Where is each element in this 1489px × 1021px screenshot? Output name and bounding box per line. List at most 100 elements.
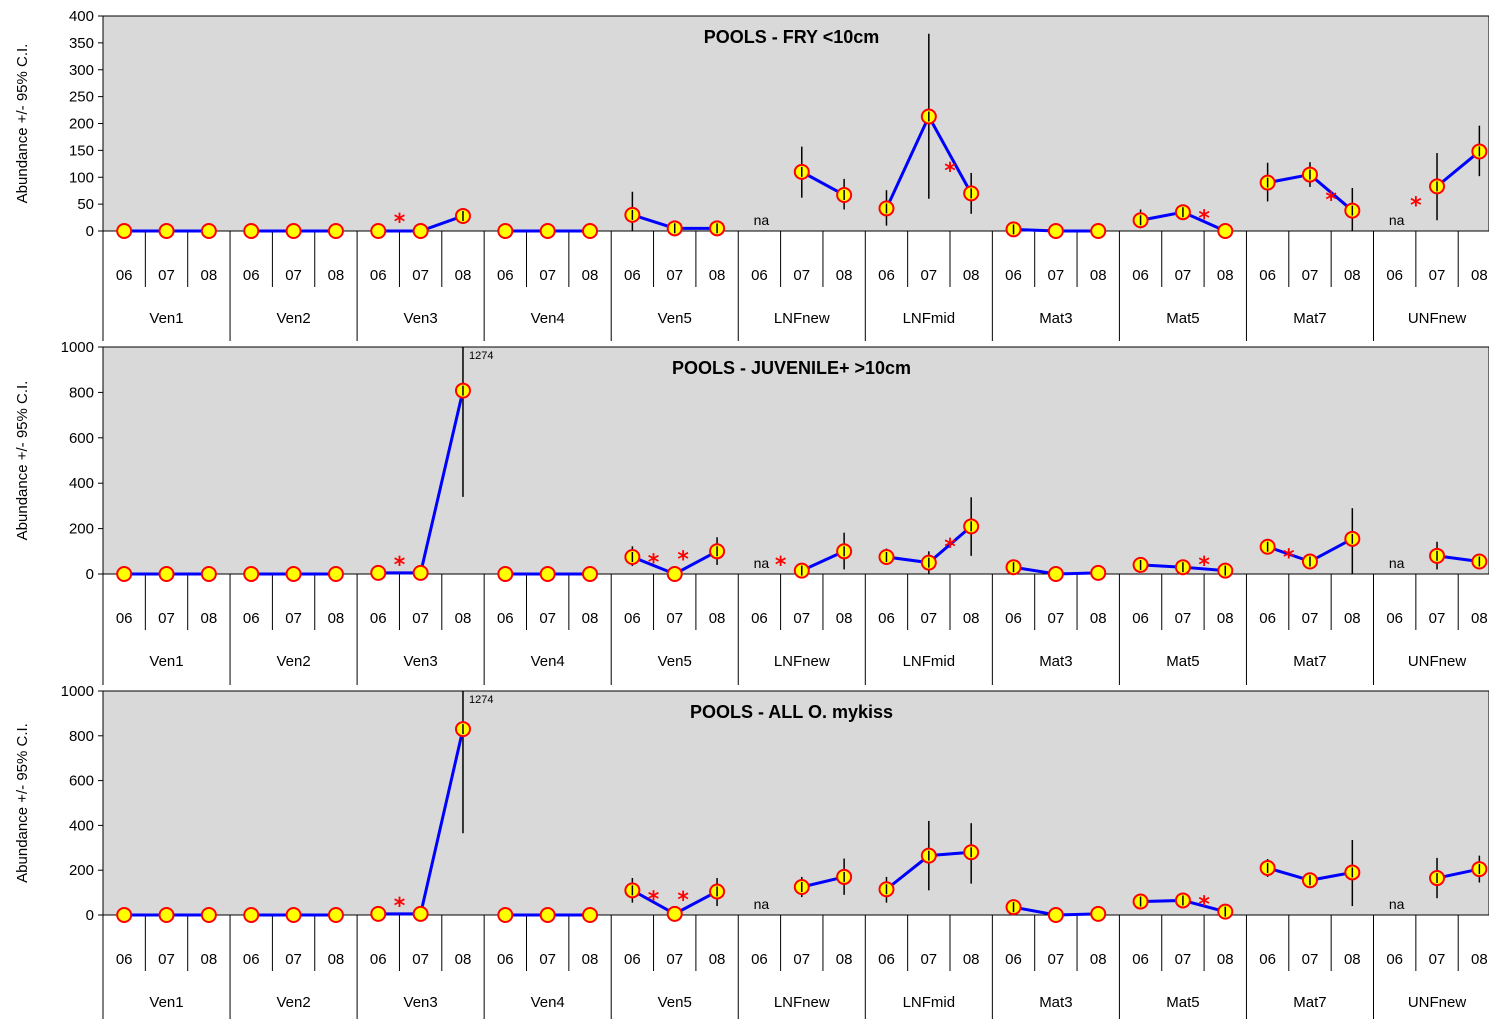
y-axis-label: Abundance +/- 95% C.I. [14, 381, 31, 541]
year-label: 08 [836, 610, 853, 627]
y-tick-label: 150 [69, 142, 94, 159]
year-label: 07 [158, 951, 175, 968]
site-label: Ven5 [658, 653, 692, 670]
y-tick-label: 600 [69, 430, 94, 447]
site-label: Ven5 [658, 310, 692, 327]
site-label: LNFmid [903, 653, 956, 670]
data-point [285, 223, 302, 239]
significance-star: * [394, 553, 406, 578]
significance-star: * [1198, 553, 1210, 578]
year-label: 06 [243, 610, 260, 627]
significance-star: * [1198, 893, 1210, 918]
data-point [666, 905, 683, 922]
data-point [497, 223, 514, 239]
site-label: Ven1 [149, 310, 183, 327]
na-label: na [754, 212, 770, 228]
data-point [412, 564, 429, 581]
year-label: 07 [1429, 610, 1446, 627]
y-tick-label: 350 [69, 35, 94, 52]
site-label: Ven4 [531, 310, 565, 327]
year-label: 08 [1217, 951, 1234, 968]
year-label: 08 [963, 951, 980, 968]
y-tick-label: 1000 [61, 683, 94, 700]
year-label: 07 [1048, 610, 1065, 627]
year-label: 07 [1048, 267, 1065, 284]
year-label: 07 [539, 951, 556, 968]
data-point [666, 566, 683, 582]
data-point [412, 223, 429, 239]
significance-star: * [1198, 207, 1210, 232]
year-label: 08 [1217, 610, 1234, 627]
year-label: 08 [201, 610, 218, 627]
na-label: na [1389, 555, 1405, 571]
year-label: 06 [1386, 951, 1403, 968]
data-point [116, 566, 133, 582]
year-label: 07 [1302, 610, 1319, 627]
y-tick-label: 50 [77, 196, 94, 213]
data-point [1090, 905, 1107, 922]
year-label: 07 [158, 267, 175, 284]
significance-star: * [944, 159, 956, 184]
year-label: 06 [1132, 267, 1149, 284]
data-point [1090, 564, 1107, 581]
year-label: 06 [116, 267, 133, 284]
year-label: 07 [666, 951, 683, 968]
data-point [243, 566, 260, 582]
data-point [539, 223, 556, 239]
chart-title: POOLS - ALL O. mykiss [690, 702, 893, 722]
data-point [158, 223, 175, 239]
offscale-annotation: 1274 [469, 694, 493, 706]
data-point [412, 905, 429, 922]
significance-star: * [677, 548, 689, 573]
year-label: 06 [751, 951, 768, 968]
year-label: 08 [963, 267, 980, 284]
y-tick-label: 0 [86, 566, 94, 583]
year-label: 06 [1259, 951, 1276, 968]
year-label: 06 [497, 951, 514, 968]
year-label: 08 [1344, 267, 1361, 284]
na-label: na [754, 555, 770, 571]
y-tick-label: 0 [86, 223, 94, 240]
year-label: 06 [624, 267, 641, 284]
data-point [116, 907, 133, 923]
year-label: 06 [1259, 267, 1276, 284]
na-label: na [1389, 212, 1405, 228]
year-label: 06 [370, 610, 387, 627]
year-label: 06 [1259, 610, 1276, 627]
year-label: 06 [751, 610, 768, 627]
year-label: 08 [836, 951, 853, 968]
site-label: LNFmid [903, 994, 956, 1011]
y-tick-label: 800 [69, 384, 94, 401]
year-label: 06 [1386, 267, 1403, 284]
year-label: 07 [412, 610, 429, 627]
year-label: 06 [497, 267, 514, 284]
y-axis-label: Abundance +/- 95% C.I. [14, 723, 31, 883]
chart-panel-1: 0 50 100 150 200 250 300 350 400 Abundance +/- 95… [14, 8, 1489, 341]
significance-star: * [775, 553, 787, 578]
significance-star: * [1325, 188, 1337, 213]
year-label: 06 [1132, 951, 1149, 968]
data-point [582, 907, 599, 923]
significance-star: * [1283, 545, 1295, 570]
year-label: 06 [370, 267, 387, 284]
series-line-UNFnew [1436, 150, 1481, 188]
plot-area [102, 690, 1489, 916]
site-label: Mat7 [1293, 653, 1326, 670]
year-label: 08 [328, 951, 345, 968]
significance-star: * [1410, 194, 1422, 219]
site-label: Ven2 [276, 994, 310, 1011]
data-point [1090, 223, 1107, 239]
year-label: 07 [285, 951, 302, 968]
data-point [116, 223, 133, 239]
year-label: 06 [116, 610, 133, 627]
site-label: Ven1 [149, 653, 183, 670]
year-label: 06 [878, 267, 895, 284]
data-point [285, 907, 302, 923]
year-label: 07 [793, 267, 810, 284]
data-point [200, 907, 217, 923]
year-label: 08 [201, 267, 218, 284]
year-label: 07 [412, 267, 429, 284]
plot-area [102, 15, 1489, 232]
year-label: 06 [1386, 610, 1403, 627]
year-label: 07 [285, 610, 302, 627]
